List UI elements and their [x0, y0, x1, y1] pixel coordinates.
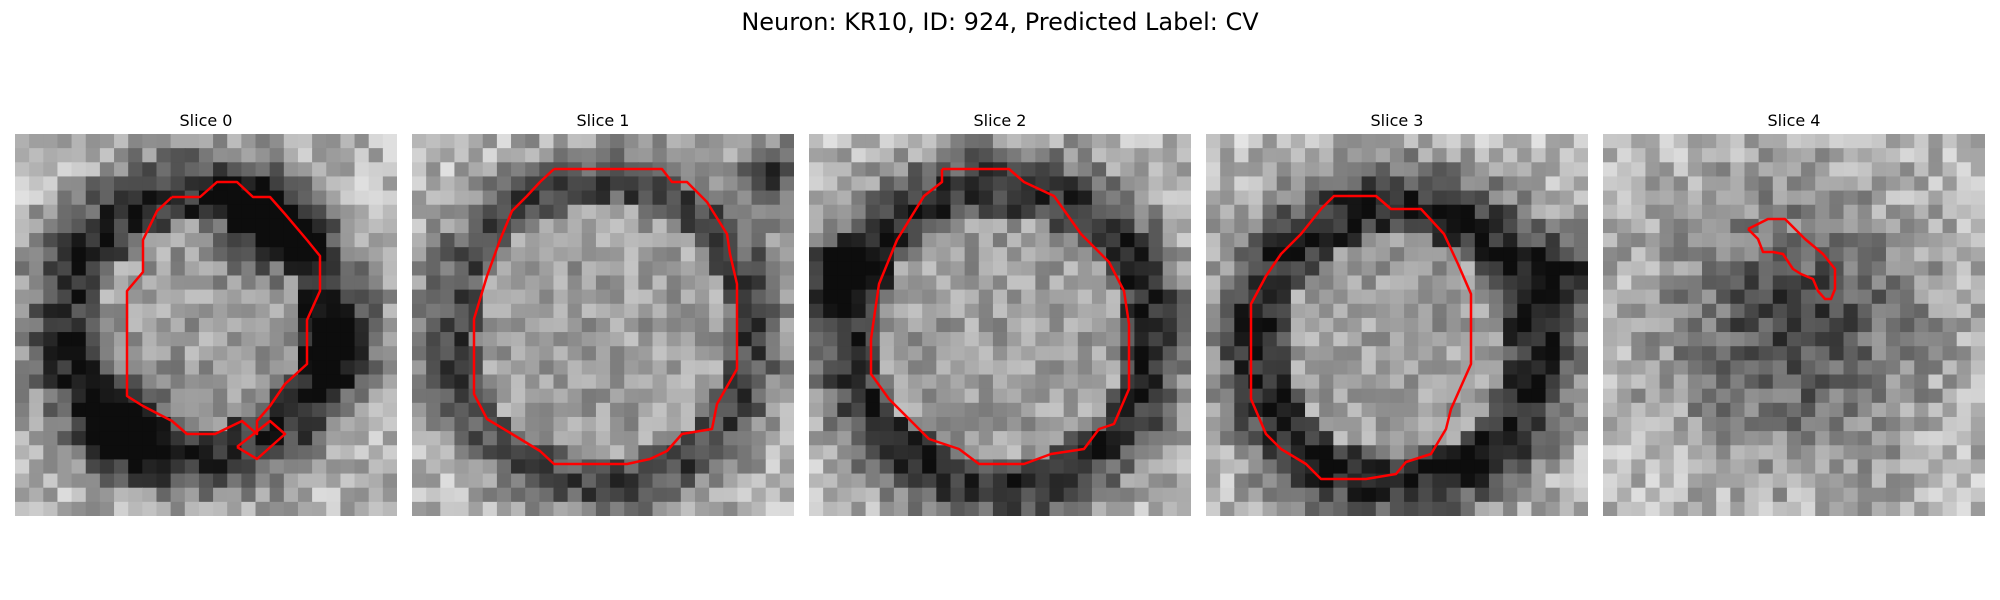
slice-image	[15, 134, 397, 516]
cell-contour	[472, 167, 739, 466]
contour	[472, 167, 739, 466]
cell-contour	[125, 180, 322, 436]
contour	[1249, 194, 1473, 481]
slice-title: Slice 1	[576, 111, 630, 130]
figure-title: Neuron: KR10, ID: 924, Predicted Label: …	[741, 8, 1259, 36]
slice-panel-4: Slice 4	[1603, 108, 1985, 516]
slice-panel-1: Slice 1	[412, 108, 794, 516]
cell-contour	[1747, 217, 1837, 301]
slice-title: Slice 3	[1370, 111, 1424, 130]
slice-title: Slice 4	[1767, 111, 1821, 130]
slice-image	[412, 134, 794, 516]
slice-image	[809, 134, 1191, 516]
grayscale-pixels	[412, 134, 794, 516]
grayscale-pixels	[1206, 134, 1588, 516]
contour	[1747, 217, 1837, 301]
slice-image	[1206, 134, 1588, 516]
contour	[869, 167, 1131, 466]
slice-title: Slice 2	[973, 111, 1027, 130]
cell-contour-fragment	[236, 419, 287, 461]
slice-panel-0: Slice 0	[15, 108, 397, 516]
grayscale-pixels	[809, 134, 1191, 516]
slice-panel-3: Slice 3	[1206, 108, 1588, 516]
contour	[125, 180, 322, 461]
grayscale-pixels	[1603, 134, 1985, 516]
cell-contour	[869, 167, 1131, 466]
cell-contour	[1249, 194, 1473, 481]
slice-title: Slice 0	[179, 111, 233, 130]
slice-panel-2: Slice 2	[809, 108, 1191, 516]
slice-image	[1603, 134, 1985, 516]
grayscale-pixels	[15, 134, 397, 516]
